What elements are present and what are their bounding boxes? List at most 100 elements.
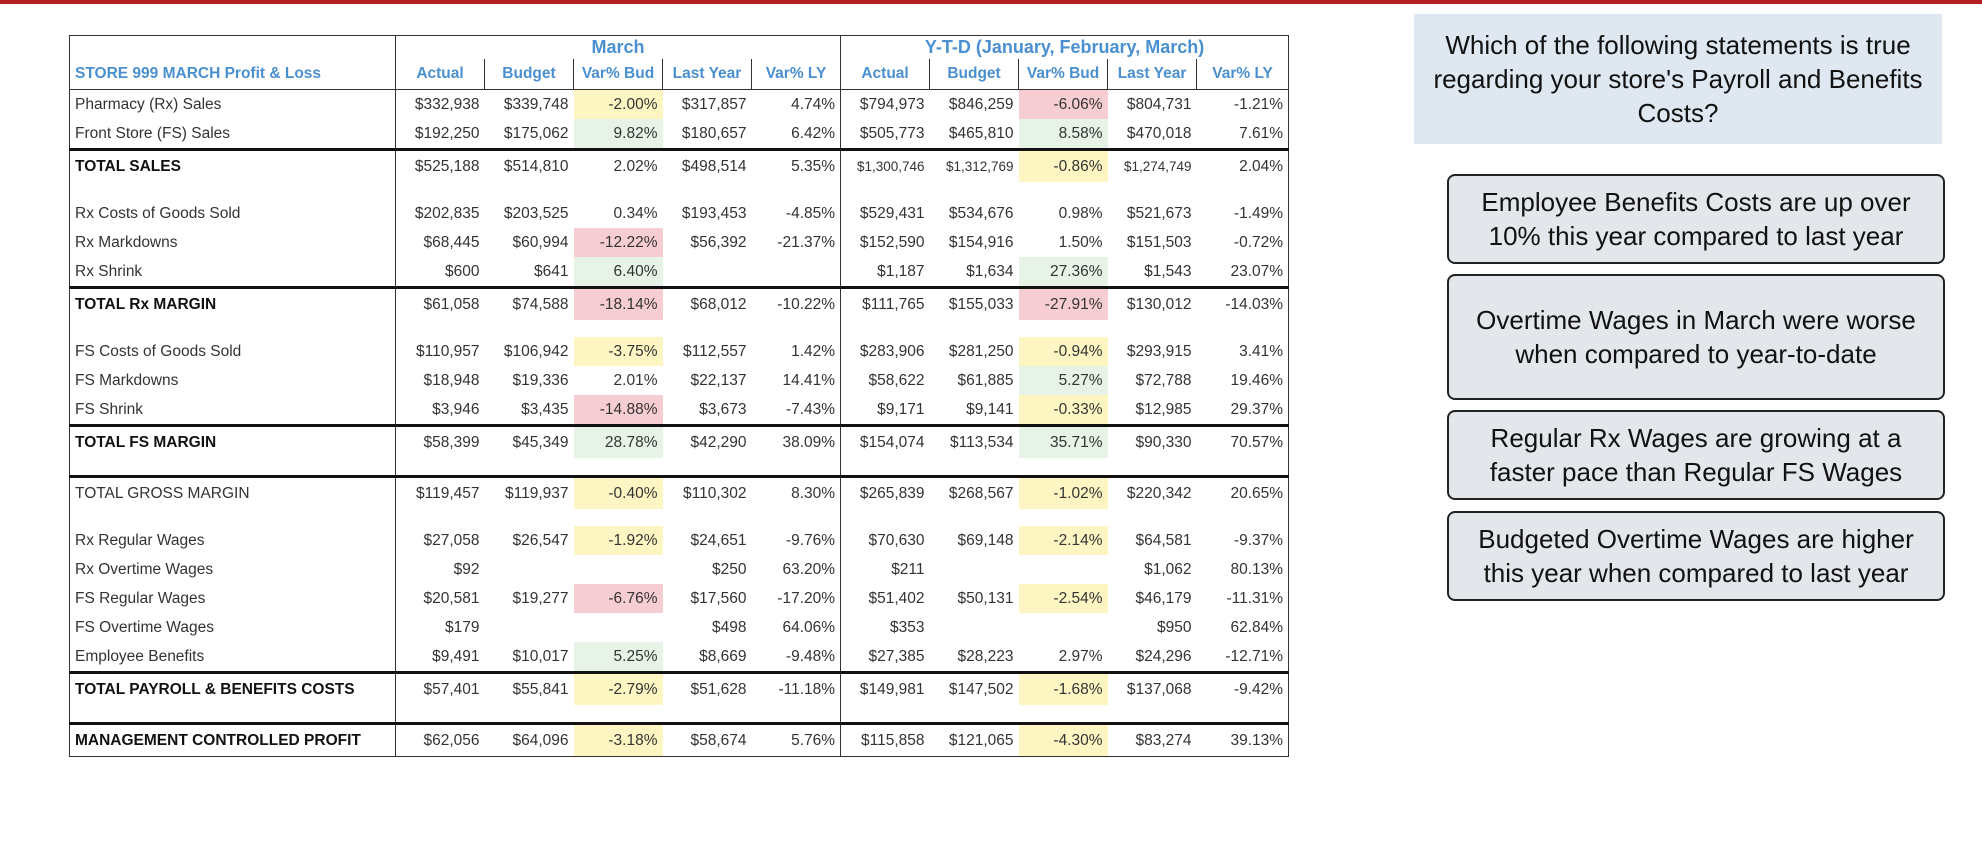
cell-march-last-year: $498 <box>712 619 747 636</box>
cell-ytd-actual: $51,402 <box>840 584 930 613</box>
cell-march-budget: $55,841 <box>484 671 574 705</box>
cell-ytd-last-year: $46,179 <box>1135 590 1192 607</box>
answer-option-3[interactable]: Regular Rx Wages are growing at a faster… <box>1447 410 1945 500</box>
cell-march-budget <box>485 613 574 642</box>
cell-march-actual: $68,445 <box>395 228 485 257</box>
col-header-ytd-budget: Budget <box>929 59 1019 90</box>
row-label: Pharmacy (Rx) Sales <box>69 89 396 119</box>
row-label: TOTAL PAYROLL & BENEFITS COSTS <box>69 671 396 705</box>
cell-ytd-budget: $846,259 <box>948 96 1014 113</box>
cell-march-last-year: $3,673 <box>699 401 747 418</box>
cell-ytd-var-bud: -1.68% <box>1018 671 1108 705</box>
cell-ytd-actual: $211 <box>840 555 930 584</box>
cell-march-var-bud: 28.78% <box>573 424 663 458</box>
cell-march-var-ly: 6.42% <box>791 125 836 142</box>
cell-march-var-bud: -14.88% <box>573 395 663 426</box>
cell-march-last-year: $58,674 <box>662 722 752 757</box>
cell-ytd-actual: $794,973 <box>840 89 930 119</box>
cell-march-actual: $20,581 <box>395 584 485 613</box>
cell-ytd-actual: $115,858 <box>840 722 930 757</box>
cell-march-actual: $57,401 <box>395 671 485 705</box>
cell-ytd-budget: $69,148 <box>957 532 1014 549</box>
col-header-march-var-ly: Var% LY <box>750 59 841 90</box>
cell-ytd-var-ly: 7.61% <box>1196 119 1290 150</box>
table-row: Rx Costs of Goods Sold $202,835 $203,525… <box>69 199 1290 228</box>
answer-option-4[interactable]: Budgeted Overtime Wages are higher this … <box>1447 511 1945 601</box>
cell-march-budget: $19,277 <box>512 590 569 607</box>
cell-ytd-actual: $353 <box>840 613 930 642</box>
cell-ytd-var-bud: -6.06% <box>1018 89 1108 119</box>
cell-ytd-var-bud: -0.86% <box>1018 148 1108 182</box>
cell-ytd-last-year: $24,296 <box>1135 648 1192 665</box>
cell-march-budget: $19,336 <box>512 372 569 389</box>
cell-ytd-last-year: $137,068 <box>1107 671 1197 705</box>
cell-march-actual: $3,946 <box>395 395 485 426</box>
cell-march-budget: $514,810 <box>484 148 574 182</box>
cell-ytd-actual: $1,187 <box>840 257 930 288</box>
cell-march-var-ly: 1.42% <box>791 343 836 360</box>
cell-ytd-var-bud: -0.94% <box>1018 337 1108 366</box>
header-spacer <box>69 35 396 59</box>
cell-ytd-var-ly: 23.07% <box>1196 257 1290 288</box>
cell-march-var-bud <box>574 613 663 642</box>
row-label: FS Shrink <box>69 395 396 426</box>
cell-ytd-var-ly: 3.41% <box>1196 337 1290 366</box>
cell-march-budget: $60,994 <box>512 234 569 251</box>
cell-ytd-budget: $61,885 <box>957 372 1014 389</box>
table-row: Rx Shrink $600 $641 6.40% $1,187 $1,634 … <box>69 257 1290 288</box>
row-label: Front Store (FS) Sales <box>69 119 396 150</box>
cell-ytd-last-year: $90,330 <box>1107 424 1197 458</box>
answer-option-2[interactable]: Overtime Wages in March were worse when … <box>1447 274 1945 400</box>
col-header-ytd-var-ly: Var% LY <box>1196 59 1290 90</box>
cell-ytd-last-year: $1,543 <box>1144 263 1192 280</box>
cell-march-actual: $61,058 <box>395 286 485 320</box>
cell-ytd-var-bud: -2.14% <box>1018 526 1108 555</box>
cell-march-actual: $110,957 <box>395 337 485 366</box>
cell-ytd-var-bud: 2.97% <box>1058 648 1103 665</box>
cell-ytd-budget: $534,676 <box>948 205 1014 222</box>
cell-ytd-var-ly: 29.37% <box>1196 395 1290 426</box>
cell-march-last-year <box>663 257 752 288</box>
cell-march-last-year: $112,557 <box>683 343 747 360</box>
row-label: FS Overtime Wages <box>69 613 396 642</box>
cell-ytd-var-ly: -14.03% <box>1196 286 1290 320</box>
table-row: Pharmacy (Rx) Sales $332,938 $339,748 -2… <box>69 89 1290 119</box>
row-label: TOTAL SALES <box>69 148 396 182</box>
row-label: FS Costs of Goods Sold <box>69 337 396 366</box>
table-row: FS Overtime Wages $179 $498 64.06% $353 … <box>69 613 1290 642</box>
cell-ytd-budget: $155,033 <box>929 286 1019 320</box>
cell-ytd-budget: $121,065 <box>929 722 1019 757</box>
cell-march-budget: $74,588 <box>484 286 574 320</box>
cell-ytd-actual: $152,590 <box>840 228 930 257</box>
cell-ytd-actual: $505,773 <box>840 119 930 150</box>
cell-march-var-bud: -12.22% <box>573 228 663 257</box>
cell-ytd-budget: $268,567 <box>929 475 1019 509</box>
cell-march-var-ly: -11.18% <box>751 671 841 705</box>
cell-march-last-year: $42,290 <box>662 424 752 458</box>
cell-march-var-bud: 2.01% <box>613 372 658 389</box>
answer-option-text: Overtime Wages in March were worse when … <box>1476 305 1916 369</box>
cell-ytd-budget: $28,223 <box>957 648 1014 665</box>
cell-march-actual: $27,058 <box>395 526 485 555</box>
cell-ytd-actual: $529,431 <box>840 199 930 228</box>
cell-march-var-bud: -6.76% <box>573 584 663 613</box>
col-header-ytd-var-bud: Var% Bud <box>1018 59 1108 90</box>
cell-ytd-var-bud: -0.33% <box>1018 395 1108 426</box>
cell-ytd-var-bud: -1.02% <box>1018 475 1108 509</box>
cell-ytd-var-bud: 8.58% <box>1018 119 1108 150</box>
table-total-row: TOTAL PAYROLL & BENEFITS COSTS $57,401 $… <box>69 671 1290 705</box>
cell-march-last-year: $17,560 <box>690 590 747 607</box>
cell-ytd-last-year: $950 <box>1157 619 1192 636</box>
cell-march-var-bud: -2.00% <box>573 89 663 119</box>
cell-march-var-bud: 0.34% <box>613 205 658 222</box>
cell-march-actual: $18,948 <box>395 366 485 395</box>
cell-ytd-budget: $50,131 <box>957 590 1014 607</box>
cell-ytd-var-bud: 1.50% <box>1058 234 1103 251</box>
cell-march-last-year: $22,137 <box>690 372 747 389</box>
cell-march-var-bud: -3.75% <box>573 337 663 366</box>
answer-option-1[interactable]: Employee Benefits Costs are up over 10% … <box>1447 174 1945 264</box>
cell-ytd-actual: $154,074 <box>840 424 930 458</box>
cell-march-budget: $119,937 <box>484 475 574 509</box>
row-label: TOTAL Rx MARGIN <box>69 286 396 320</box>
cell-march-var-bud: -2.79% <box>573 671 663 705</box>
